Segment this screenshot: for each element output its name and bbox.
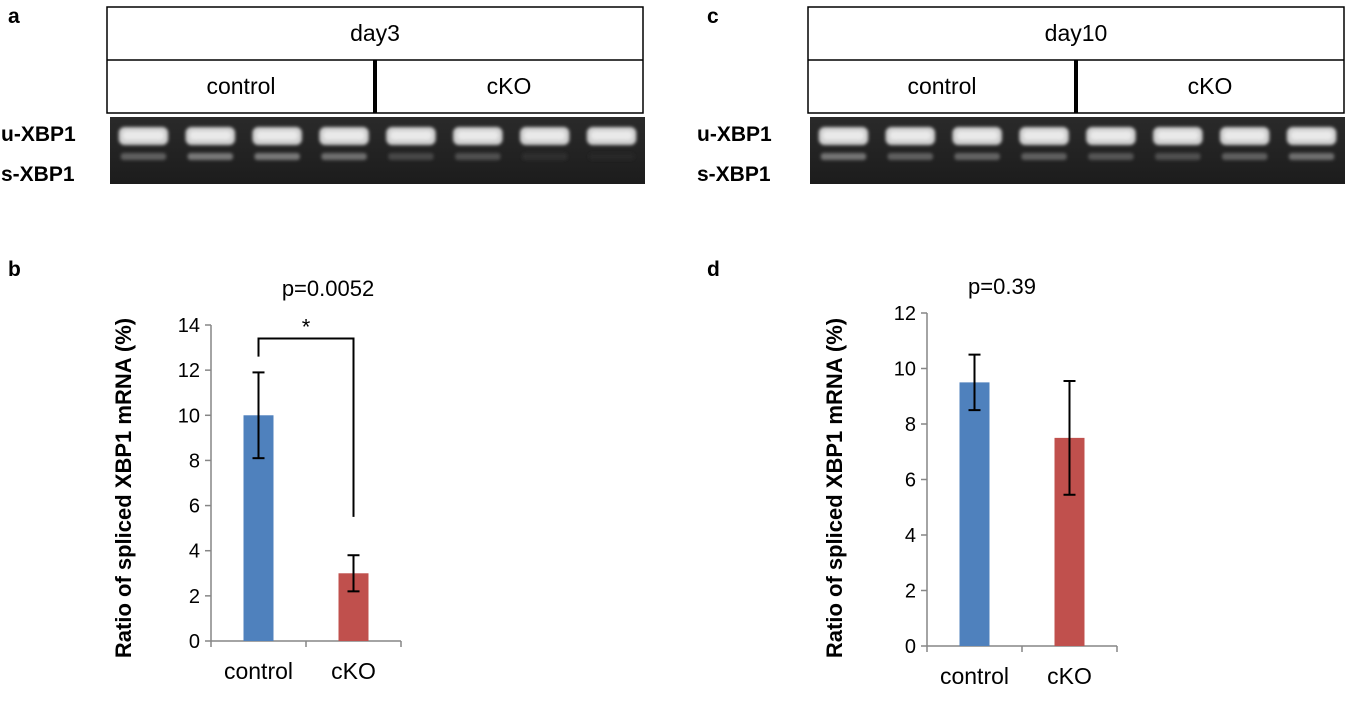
gel-band-u-core (1023, 131, 1065, 140)
gel-band-s (1021, 153, 1067, 160)
gel-band-s (521, 153, 568, 160)
gel-band-u-core (1157, 131, 1199, 140)
gel-band-u-core (590, 131, 633, 140)
y-tick-label: 8 (905, 414, 916, 436)
significance-bracket (257, 337, 355, 517)
p-value-annotation: p=0.0052 (282, 276, 374, 301)
x-category-label: control (940, 663, 1009, 689)
gel-band-u-core (189, 131, 232, 140)
panel-a-group-cko: cKO (487, 73, 532, 99)
panel-a-band-u-xbp1: u-XBP1 (1, 123, 76, 146)
panel-a-band-s-xbp1: s-XBP1 (1, 163, 75, 186)
significance-star: * (302, 315, 311, 340)
chart-b: 0 2 4 6 8 10 12 14 control cKO Ratio of spliced XB… (111, 276, 402, 684)
y-tick-label: 0 (189, 631, 200, 653)
gel-band-s (321, 153, 367, 160)
y-axis-title: Ratio of spliced XBP1 mRNA (%) (111, 318, 136, 658)
gel-band-s (254, 153, 300, 160)
gel-band-s (1288, 153, 1335, 160)
bar-control (959, 382, 990, 646)
panel-d-letter: d (707, 258, 720, 281)
panel-a-header: day3 control cKO (106, 6, 644, 114)
gel-band-s (954, 153, 1000, 160)
panel-a-letter: a (8, 5, 20, 28)
p-value-annotation: p=0.39 (968, 274, 1036, 299)
gel-band-u-core (523, 131, 566, 140)
gel-band-s (887, 153, 934, 160)
y-tick-label: 2 (189, 586, 200, 608)
y-axis-title: Ratio of spliced XBP1 mRNA (%) (822, 318, 847, 658)
y-tick-label: 2 (905, 581, 916, 603)
y-tick-label: 6 (189, 496, 200, 518)
gel-band-u-core (822, 131, 865, 140)
panel-c-day-label: day10 (1045, 20, 1108, 46)
x-category-label: control (224, 658, 293, 684)
panel-c-band-u-xbp1: u-XBP1 (697, 123, 772, 146)
gel-band-u-core (889, 131, 932, 140)
x-category-label: cKO (1047, 663, 1092, 689)
panel-c-group-control: control (907, 73, 976, 99)
panel-c-header: day10 control cKO (807, 6, 1345, 114)
gel-band-u-core (390, 131, 432, 140)
y-tick-label: 8 (189, 450, 200, 472)
y-tick-label: 14 (178, 315, 200, 337)
y-tick-label: 6 (905, 470, 916, 492)
chart-d: 0 2 4 6 8 10 12 control cKO Ratio of spliced XBP1… (822, 274, 1118, 689)
y-tick-label: 12 (894, 303, 916, 325)
gel-band-u-core (256, 131, 298, 140)
gel-band-s (1221, 153, 1268, 160)
panel-b-letter: b (8, 258, 21, 281)
y-tick-label: 12 (178, 360, 200, 382)
gel-band-s (388, 153, 434, 160)
gel-band-s (1155, 153, 1201, 160)
panel-a-gel-image (110, 117, 645, 184)
panel-c-group-cko: cKO (1188, 73, 1233, 99)
gel-band-u-core (1090, 131, 1132, 140)
y-tick-label: 4 (189, 541, 200, 563)
gel-band-u-core (1223, 131, 1266, 140)
gel-band-u-core (122, 131, 165, 140)
gel-band-s (820, 153, 867, 160)
panel-c-band-s-xbp1: s-XBP1 (697, 163, 771, 186)
gel-band-s (187, 153, 234, 160)
y-tick-label: 4 (905, 525, 916, 547)
gel-band-s (455, 153, 501, 160)
panel-a-day-label: day3 (350, 20, 400, 46)
panel-c-gel-image (810, 117, 1345, 184)
x-category-label: cKO (331, 658, 376, 684)
y-tick-label: 10 (894, 359, 916, 381)
gel-band-s (1088, 153, 1134, 160)
panel-a-group-control: control (206, 73, 275, 99)
gel-band-s (588, 153, 635, 160)
gel-band-s (120, 153, 167, 160)
gel-band-u-core (1290, 131, 1333, 140)
y-tick-label: 0 (905, 636, 916, 658)
y-tick-label: 10 (178, 405, 200, 427)
gel-band-u-core (956, 131, 998, 140)
gel-band-u-core (457, 131, 499, 140)
gel-band-u-core (323, 131, 365, 140)
panel-c-letter: c (707, 5, 719, 28)
